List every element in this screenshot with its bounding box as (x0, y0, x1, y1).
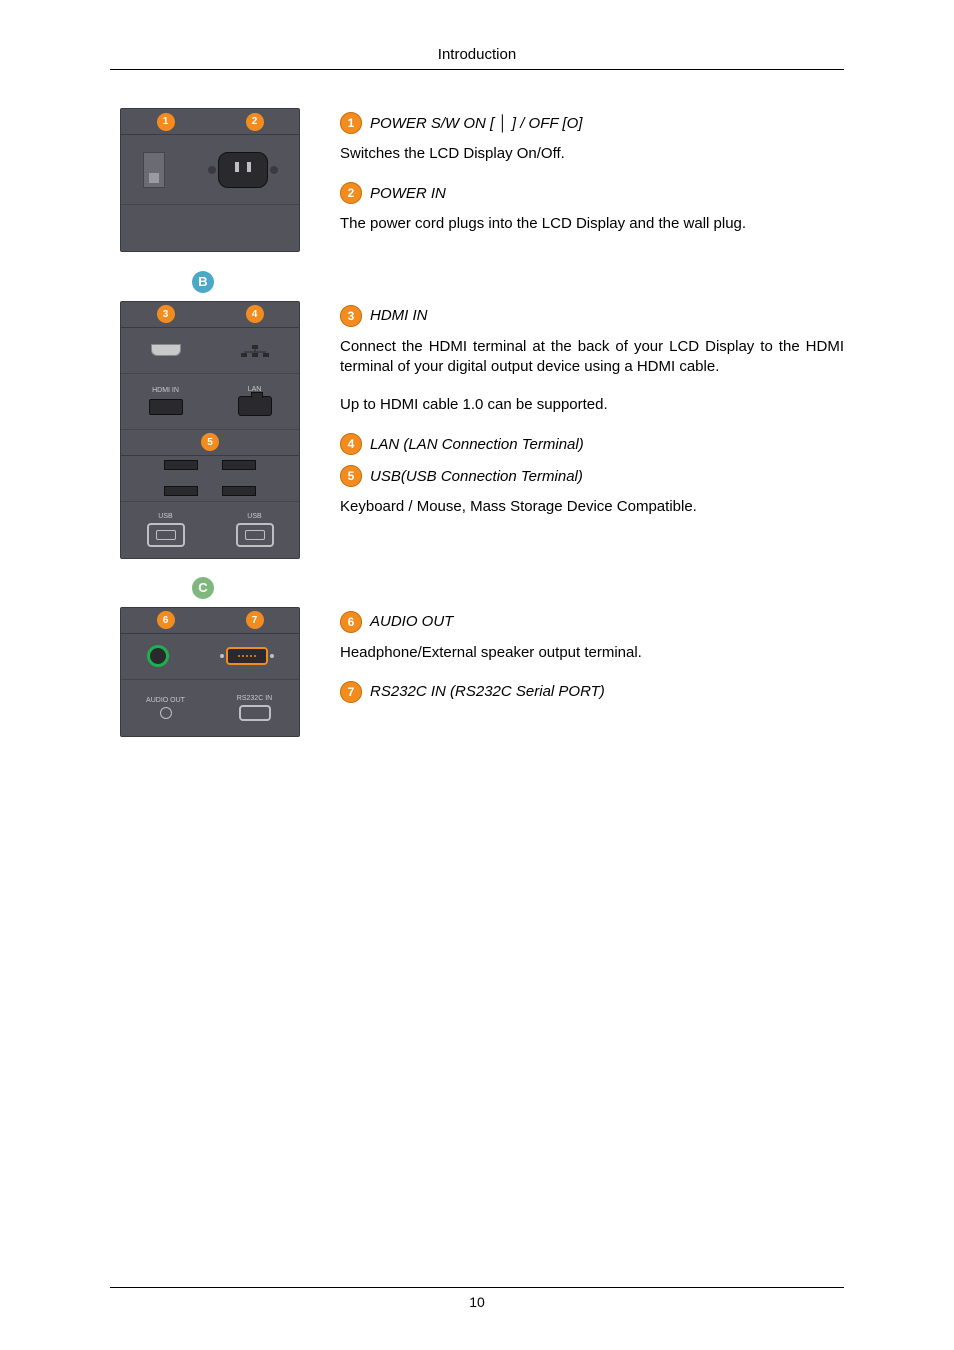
section-b: 3 4 HDMI IN LAN (110, 301, 844, 559)
item-4-title: LAN (LAN Connection Terminal) (370, 436, 584, 453)
plug-knob-left (208, 166, 216, 174)
panel-b-usb-labels: USB USB (121, 502, 299, 558)
callout-5: 5 (201, 433, 219, 451)
section-c-text: 6 AUDIO OUT Headphone/External speaker o… (340, 607, 844, 713)
item-3-num-icon: 3 (340, 305, 362, 327)
rs232-portbox: RS232C IN (225, 695, 285, 721)
section-letter-c: C (192, 577, 214, 599)
usb-label-icon (147, 523, 185, 547)
header-title: Introduction (110, 46, 844, 69)
panel-c-jacks (121, 634, 299, 680)
section-b-figure: 3 4 HDMI IN LAN (110, 301, 310, 559)
panel-b-labels-2: 5 (121, 430, 299, 456)
item-3-head: 3 HDMI IN (340, 305, 844, 327)
power-switch-icon (143, 152, 165, 188)
audio-label: AUDIO OUT (146, 697, 185, 704)
hdmi-port-icon (149, 399, 183, 415)
usb-slot-icon (164, 460, 198, 470)
hdmi-label: HDMI IN (152, 387, 179, 394)
page: Introduction 1 2 (0, 0, 954, 1350)
item-1-body: Switches the LCD Display On/Off. (340, 144, 844, 164)
item-7-title: RS232C IN (RS232C Serial PORT) (370, 683, 605, 700)
usb-slot-icon (222, 460, 256, 470)
item-5-num-icon: 5 (340, 465, 362, 487)
audio-out-port-icon (160, 707, 172, 719)
power-plug-wrap (208, 152, 278, 188)
usb-label-icon (236, 523, 274, 547)
panel-c-ports: AUDIO OUT RS232C IN (121, 680, 299, 736)
usb1-portbox: USB (136, 513, 196, 547)
section-b-text: 3 HDMI IN Connect the HDMI terminal at t… (340, 301, 844, 536)
item-1-head: 1 POWER S/W ON [ │ ] / OFF [O] (340, 112, 844, 134)
hdmi-portbox: HDMI IN (136, 387, 196, 415)
rs232-port-icon (239, 705, 271, 721)
panel-b-ports-1: HDMI IN LAN (121, 374, 299, 430)
section-a: 1 2 1 POWER S/W ON [ │ ] / OFF [O] (110, 108, 844, 253)
item-5-title: USB(USB Connection Terminal) (370, 468, 583, 485)
rs232-screw-icon (220, 654, 224, 658)
panel-b-icons-1 (121, 328, 299, 374)
item-3-body1: Connect the HDMI terminal at the back of… (340, 337, 844, 378)
item-6-head: 6 AUDIO OUT (340, 611, 844, 633)
section-a-figure: 1 2 (110, 108, 310, 252)
item-6-title: AUDIO OUT (370, 613, 453, 630)
item-6-body: Headphone/External speaker output termi­… (340, 643, 844, 663)
item-7-head: 7 RS232C IN (RS232C Serial PORT) (340, 681, 844, 703)
item-5-body: Keyboard / Mouse, Mass Storage Device Co… (340, 497, 844, 517)
footer: 10 (110, 1287, 844, 1310)
item-4-head: 4 LAN (LAN Connection Terminal) (340, 433, 844, 455)
page-number: 10 (110, 1294, 844, 1310)
usb2-portbox: USB (225, 513, 285, 547)
lan-network-icon (240, 344, 270, 356)
panel-c: 6 7 AUDIO OUT (120, 607, 300, 737)
item-5-head: 5 USB(USB Connection Terminal) (340, 465, 844, 487)
callout-7: 7 (246, 611, 264, 629)
usb1-label: USB (158, 513, 172, 520)
item-1-title: POWER S/W ON [ │ ] / OFF [O] (370, 115, 582, 132)
lan-portbox: LAN (225, 386, 285, 416)
callout-3: 3 (157, 305, 175, 323)
panel-a-blank (121, 205, 299, 251)
header-rule (110, 69, 844, 70)
item-3-body2: Up to HDMI cable 1.0 can be supported. (340, 395, 844, 415)
section-c: 6 7 AUDIO OUT (110, 607, 844, 737)
plug-knob-right (270, 166, 278, 174)
panel-a-labels: 1 2 (121, 109, 299, 135)
item-7-num-icon: 7 (340, 681, 362, 703)
item-6-num-icon: 6 (340, 611, 362, 633)
callout-2: 2 (246, 113, 264, 131)
lan-port-icon (238, 396, 272, 416)
power-in-icon (218, 152, 268, 188)
panel-b-labels-1: 3 4 (121, 302, 299, 328)
panel-b: 3 4 HDMI IN LAN (120, 301, 300, 559)
item-1-num-icon: 1 (340, 112, 362, 134)
rs232-wrap (220, 647, 274, 665)
panel-c-labels: 6 7 (121, 608, 299, 634)
callout-6: 6 (157, 611, 175, 629)
panel-a: 1 2 (120, 108, 300, 252)
usb2-label: USB (247, 513, 261, 520)
callout-1: 1 (157, 113, 175, 131)
usb-slot-icon (222, 486, 256, 496)
item-2-body: The power cord plugs into the LCD Displa… (340, 214, 844, 234)
section-a-text: 1 POWER S/W ON [ │ ] / OFF [O] Switches … (340, 108, 844, 253)
section-letter-b: B (192, 271, 214, 293)
footer-rule (110, 1287, 844, 1288)
panel-b-usb-slots (121, 456, 299, 502)
item-4-num-icon: 4 (340, 433, 362, 455)
audio-jack-icon (147, 645, 169, 667)
usb-slot-icon (164, 486, 198, 496)
rs232-label: RS232C IN (237, 695, 272, 702)
section-c-figure: 6 7 AUDIO OUT (110, 607, 310, 737)
rs232-connector-icon (226, 647, 268, 665)
item-2-head: 2 POWER IN (340, 182, 844, 204)
item-3-title: HDMI IN (370, 307, 428, 324)
callout-4: 4 (246, 305, 264, 323)
hdmi-icon (151, 344, 181, 356)
panel-a-ports (121, 135, 299, 205)
item-2-title: POWER IN (370, 185, 446, 202)
audio-portbox: AUDIO OUT (136, 697, 196, 719)
item-2-num-icon: 2 (340, 182, 362, 204)
rs232-screw-icon (270, 654, 274, 658)
